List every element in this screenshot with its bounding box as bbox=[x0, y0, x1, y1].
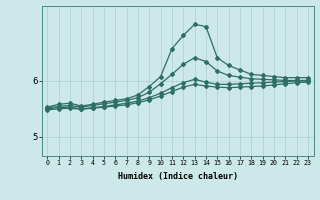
X-axis label: Humidex (Indice chaleur): Humidex (Indice chaleur) bbox=[118, 172, 237, 181]
